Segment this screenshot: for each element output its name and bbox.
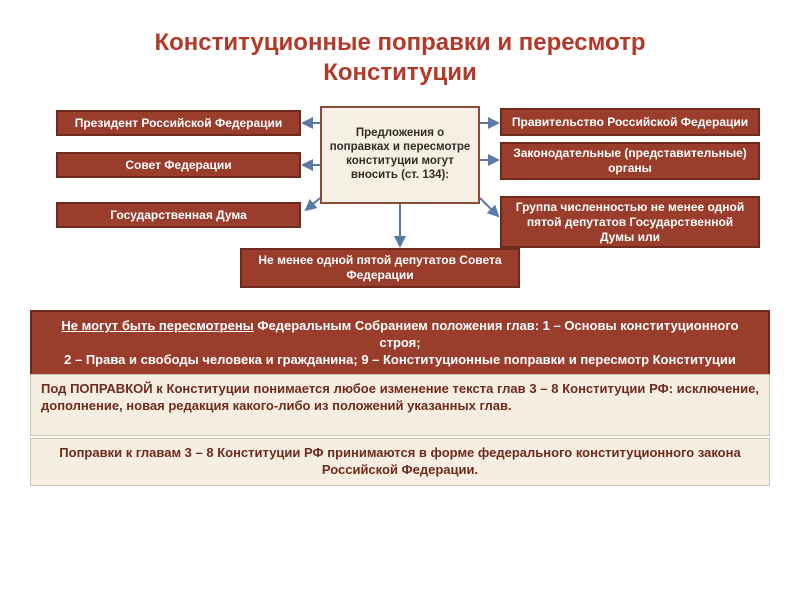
- title-line1: Конституционные поправки и пересмотр: [154, 29, 645, 56]
- left-box-0-label: Президент Российской Федерации: [75, 116, 283, 131]
- left-box-2-label: Государственная Дума: [110, 208, 247, 223]
- bottom-text: Не менее одной пятой депутатов Совета Фе…: [248, 253, 512, 283]
- right-box-2-label: Группа численностью не менее одной пятой…: [508, 200, 752, 245]
- info-row-0: Не могут быть пересмотрены Федеральным С…: [30, 310, 770, 377]
- connector-arrows: [0, 0, 800, 600]
- arrow-2: [306, 198, 320, 210]
- left-box-0: Президент Российской Федерации: [56, 110, 301, 136]
- right-box-0: Правительство Российской Федерации: [500, 108, 760, 136]
- right-box-1-label: Законодательные (представительные) орган…: [508, 146, 752, 176]
- right-box-1: Законодательные (представительные) орган…: [500, 142, 760, 180]
- right-box-0-label: Правительство Российской Федерации: [512, 115, 748, 130]
- info-row-2: Поправки к главам 3 – 8 Конституции РФ п…: [30, 438, 770, 486]
- center-proposals-box: Предложения о поправках и пересмотре кон…: [320, 106, 480, 204]
- left-box-2: Государственная Дума: [56, 202, 301, 228]
- page-title: Конституционные поправки и пересмотр Кон…: [0, 0, 800, 88]
- arrow-5: [480, 198, 498, 216]
- title-line2: Конституции: [323, 59, 477, 86]
- center-text: Предложения о поправках и пересмотре кон…: [328, 127, 472, 182]
- bottom-entity-box: Не менее одной пятой депутатов Совета Фе…: [240, 248, 520, 288]
- info-row-1: Под ПОПРАВКОЙ к Конституции понимается л…: [30, 374, 770, 436]
- left-box-1-label: Совет Федерации: [125, 158, 231, 173]
- right-box-2: Группа численностью не менее одной пятой…: [500, 196, 760, 248]
- underline-phrase: Не могут быть пересмотрены: [61, 318, 253, 333]
- left-box-1: Совет Федерации: [56, 152, 301, 178]
